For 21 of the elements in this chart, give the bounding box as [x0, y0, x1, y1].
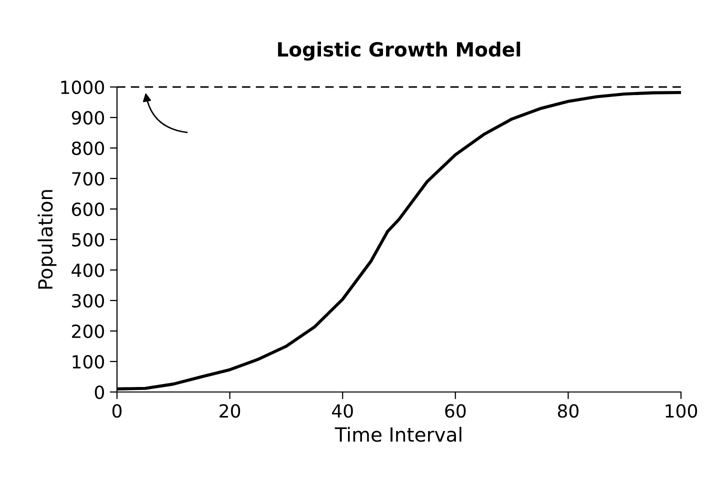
- y-axis-title: Population: [38, 190, 56, 289]
- y-tick-label: 300: [72, 294, 104, 308]
- x-tick-label: 40: [332, 404, 353, 418]
- chart-title: Logistic Growth Model: [278, 42, 520, 61]
- x-axis-title: Time Interval: [334, 426, 462, 442]
- x-tick-label: 20: [220, 404, 240, 418]
- y-tick-label: 0: [94, 385, 104, 400]
- y-tick-label: 600: [72, 202, 104, 216]
- y-tick-label: 700: [72, 172, 104, 186]
- y-tick-label: 1000: [61, 80, 104, 94]
- y-tick-label: 400: [72, 263, 104, 278]
- x-tick-label: 0: [112, 404, 122, 418]
- y-tick-label: 100: [72, 354, 104, 369]
- x-tick-label: 60: [445, 404, 466, 418]
- x-tick-label: 100: [666, 404, 698, 418]
- x-tick-label: 80: [558, 404, 578, 418]
- y-tick-label: 500: [72, 232, 104, 247]
- y-tick-label: 200: [72, 324, 104, 338]
- line-series: [117, 90, 681, 390]
- y-tick-label: 800: [72, 141, 104, 156]
- y-tick-label: 900: [72, 110, 104, 125]
